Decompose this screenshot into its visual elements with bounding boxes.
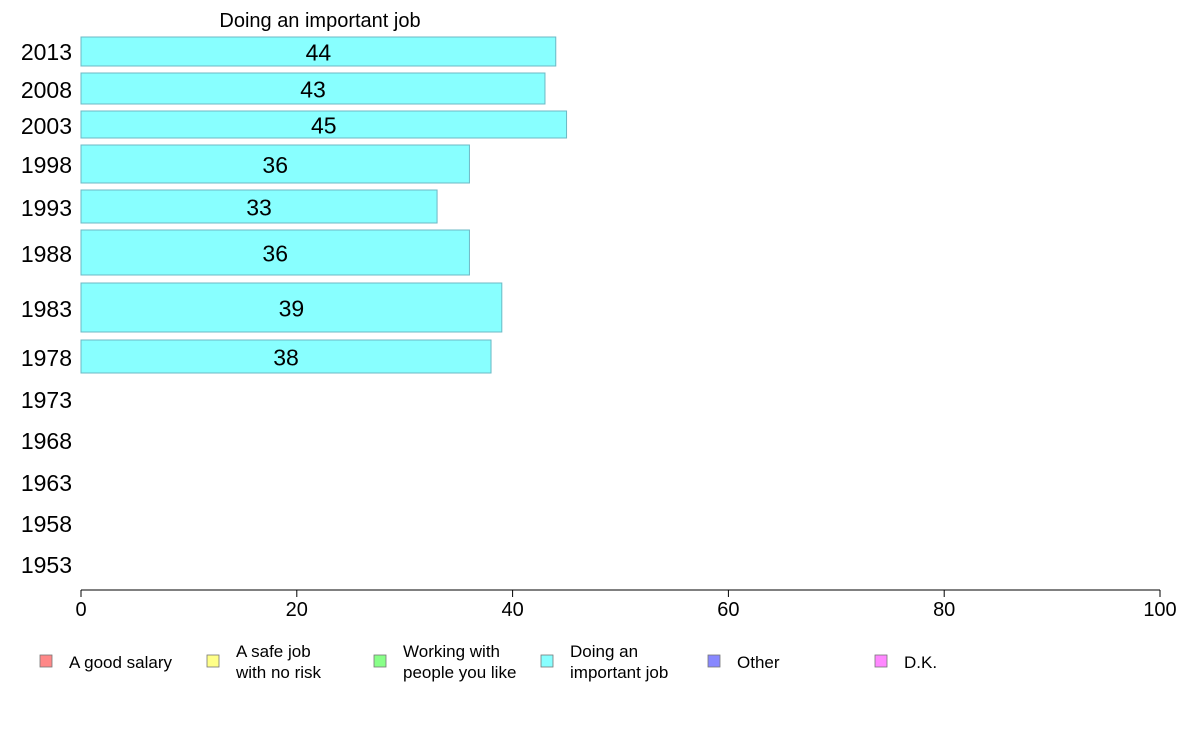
y-tick-label-1953: 1953 — [21, 552, 72, 578]
bar-1988 — [80, 229, 470, 276]
bar-value-label-1998: 36 — [262, 152, 288, 178]
bar-1978 — [80, 339, 492, 374]
bar-1983 — [80, 282, 503, 333]
x-tick-label-40: 40 — [501, 599, 523, 621]
bar-value-label-2013: 44 — [306, 40, 332, 66]
y-tick-label-1963: 1963 — [21, 470, 72, 496]
legend-swatch-1 — [206, 654, 220, 668]
bars-group: 44 43 45 36 33 36 39 38 — [80, 36, 568, 374]
bar-2003 — [80, 110, 568, 139]
x-tick-label-80: 80 — [933, 599, 955, 621]
y-tick-label-1998: 1998 — [21, 152, 72, 178]
legend-label-5: D.K. — [904, 653, 937, 672]
chart-title: Doing an important job — [219, 10, 420, 32]
bar-2013 — [80, 36, 557, 67]
legend-swatch-2 — [373, 654, 387, 668]
y-tick-label-1993: 1993 — [21, 195, 72, 221]
bar-value-label-1983: 39 — [279, 296, 305, 322]
legend-label-3: Doing an important job — [570, 642, 668, 682]
bar-value-label-1993: 33 — [246, 195, 272, 221]
y-tick-label-2003: 2003 — [21, 113, 72, 139]
x-tick-label-0: 0 — [75, 599, 86, 621]
y-tick-label-1973: 1973 — [21, 387, 72, 413]
legend-swatch-0 — [39, 654, 53, 668]
legend: A good salary A safe job with no risk Worki… — [39, 642, 937, 682]
bar-2008 — [80, 72, 546, 105]
y-tick-label-1968: 1968 — [21, 428, 72, 454]
y-tick-label-1983: 1983 — [21, 296, 72, 322]
bar-value-label-1978: 38 — [273, 345, 299, 371]
bar-1998 — [80, 144, 470, 184]
y-tick-label-2013: 2013 — [21, 39, 72, 65]
bar-value-label-1988: 36 — [262, 241, 288, 267]
bar-value-label-2008: 43 — [300, 77, 326, 103]
y-tick-label-1988: 1988 — [21, 241, 72, 267]
legend-swatch-3 — [540, 654, 554, 668]
y-tick-label-1958: 1958 — [21, 511, 72, 537]
bar-value-label-2003: 45 — [311, 113, 337, 139]
x-tick-label-20: 20 — [286, 599, 308, 621]
bar-1993 — [80, 189, 438, 224]
legend-swatch-4 — [707, 654, 721, 668]
legend-label-0: A good salary — [69, 653, 173, 672]
legend-swatch-5 — [874, 654, 888, 668]
y-axis-labels: 2013 2008 2003 1998 1993 1988 1983 1978 1973 1968… — [21, 39, 72, 578]
x-tick-label-100: 100 — [1143, 599, 1176, 621]
legend-label-2: Working with people you like — [403, 642, 516, 682]
y-tick-label-1978: 1978 — [21, 345, 72, 371]
x-axis: 0 20 40 60 80 100 — [75, 589, 1177, 621]
y-tick-label-2008: 2008 — [21, 77, 72, 103]
x-tick-label-60: 60 — [717, 599, 739, 621]
legend-label-1: A safe job with no risk — [235, 642, 322, 682]
legend-label-4: Other — [737, 653, 780, 672]
